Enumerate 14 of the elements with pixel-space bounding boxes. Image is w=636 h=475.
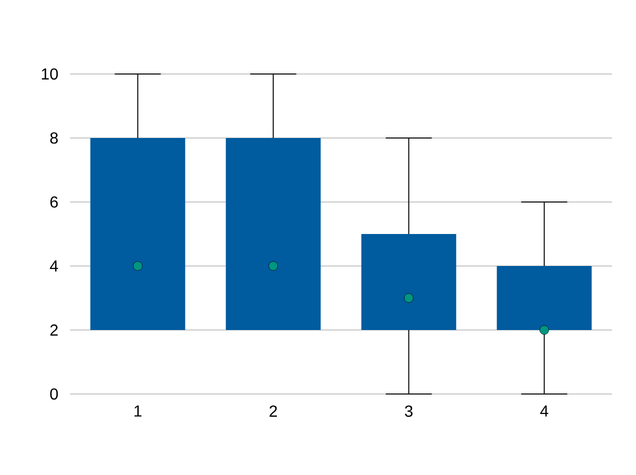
x-tick-label: 2 [270,406,277,417]
y-tick-label: 10 [42,68,58,80]
y-tick-label: 0 [50,388,58,400]
point [133,261,142,271]
y-tick-label: 8 [50,132,58,144]
y-tick-label: 6 [50,196,58,208]
y-tick-label: 2 [50,324,58,336]
point [540,325,549,335]
point [404,293,414,303]
x-tick-label: 4 [540,406,548,417]
y-tick-label: 4 [50,260,58,272]
x-tick-label: 3 [404,406,413,417]
x-tick-label: 1 [134,406,142,417]
point [268,261,278,271]
